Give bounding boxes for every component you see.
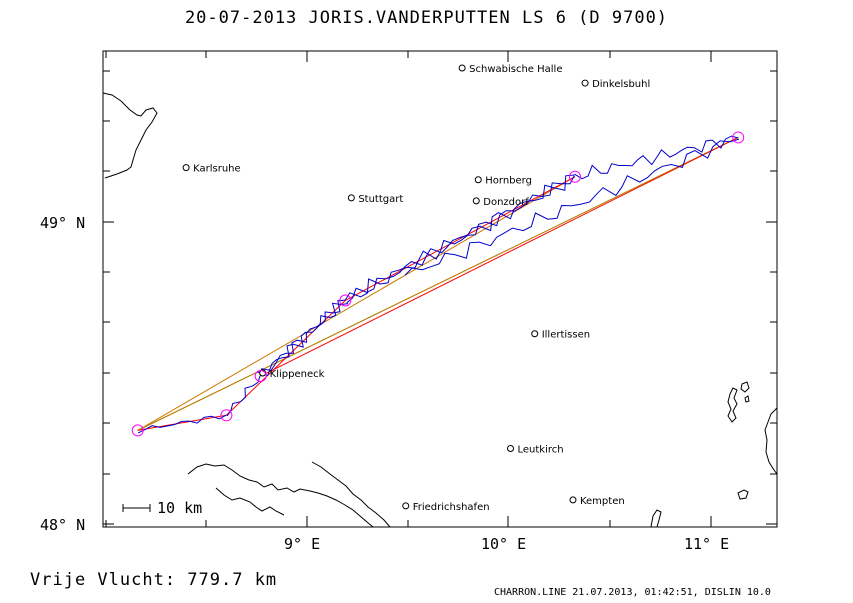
- route-lines: [137, 136, 739, 431]
- city-label: Dinkelsbuhl: [592, 79, 650, 90]
- route-red-leg: [345, 176, 576, 301]
- city-label: Stuttgart: [358, 194, 403, 205]
- turnpoint-marker: [732, 131, 745, 144]
- austria-border: [764, 407, 778, 475]
- turnpoint-marker: [254, 370, 267, 383]
- turnpoint-markers: [131, 131, 745, 437]
- city-label: Schwabische Halle: [469, 64, 562, 75]
- flight-track: [574, 135, 739, 180]
- turnpoint-marker: [220, 409, 233, 422]
- lake-east-4: [737, 489, 749, 500]
- city-label: Karlsruhe: [193, 164, 241, 175]
- frame-ticks: [103, 51, 777, 527]
- route-orange-leg-2: [137, 176, 576, 431]
- city-marker: [402, 502, 410, 510]
- flight-track: [256, 302, 349, 377]
- city-markers: Schwabische Halle Dinkelsbuhl Karlsruhe Hor…: [182, 64, 650, 513]
- route-orange-leg: [137, 136, 739, 431]
- flight-track: [137, 414, 227, 434]
- turnpoint-marker: [339, 294, 352, 307]
- lake-constance: [187, 463, 374, 528]
- rhine-border: [102, 92, 158, 179]
- coastlines: [102, 92, 778, 528]
- city-marker: [581, 79, 589, 87]
- city-label: Illertissen: [542, 330, 590, 341]
- flight-track: [346, 175, 575, 304]
- city-marker: [569, 496, 577, 504]
- x-tick-10e: 10° E: [481, 535, 526, 553]
- flight-track: [226, 375, 261, 417]
- map-frame: [102, 50, 778, 528]
- city-label: Donzdorf: [483, 197, 529, 208]
- lake-constance-3: [215, 487, 285, 516]
- flight-track: [404, 138, 740, 276]
- city-label: Leutkirch: [518, 445, 564, 456]
- flight-track: [344, 174, 575, 301]
- city-label: Klippeneck: [270, 369, 325, 380]
- lake-east-3: [744, 395, 750, 403]
- lake-constance-2: [311, 461, 391, 528]
- city-label: Hornberg: [485, 176, 532, 187]
- city-marker: [507, 445, 515, 452]
- route-red-leg: [137, 414, 227, 431]
- flight-track: [260, 299, 345, 376]
- free-flight-distance: Vrije Vlucht: 779.7 km: [30, 570, 278, 590]
- scale-bar: [122, 504, 151, 512]
- city-marker: [458, 64, 466, 72]
- turnpoint-marker: [568, 170, 581, 183]
- lake-east-1: [727, 387, 738, 423]
- x-tick-9e: 9° E: [284, 535, 320, 553]
- lake-east-2: [740, 381, 750, 393]
- x-tick-11e: 11° E: [684, 535, 729, 553]
- city-marker: [472, 197, 480, 205]
- flight-tracks: [137, 135, 740, 434]
- route-red-leg: [260, 136, 739, 377]
- city-marker: [182, 164, 190, 172]
- turnpoint-marker: [131, 424, 144, 437]
- city-marker: [347, 194, 355, 202]
- scale-bar-label: 10 km: [157, 499, 202, 517]
- city-marker: [474, 176, 482, 184]
- flight-title: 20-07-2013 JORIS.VANDERPUTTEN LS 6 (D 97…: [184, 8, 669, 28]
- city-marker: [531, 330, 539, 338]
- city-label: Friedrichshafen: [413, 502, 490, 513]
- software-credit: CHARRON.LINE 21.07.2013, 01:42:51, DISLI…: [494, 587, 771, 598]
- city-label: Kempten: [580, 496, 625, 507]
- y-tick-49n: 49° N: [40, 214, 85, 232]
- alps-lake: [650, 509, 662, 528]
- y-tick-48n: 48° N: [40, 516, 85, 534]
